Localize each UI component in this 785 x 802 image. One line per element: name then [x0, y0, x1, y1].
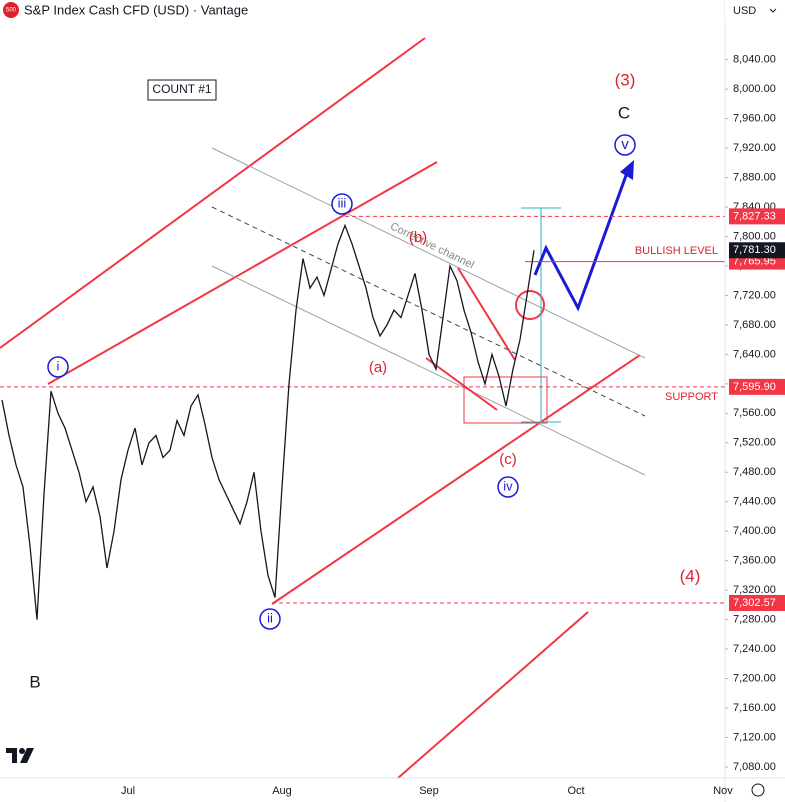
y-tick-label: 7,960.00 — [733, 113, 776, 125]
level-price-label: 7,595.90 — [733, 381, 776, 393]
y-tick-label: 7,520.00 — [733, 437, 776, 449]
currency-box — [725, 0, 785, 22]
plot — [1, 223, 535, 620]
wave-label: ii — [267, 610, 273, 625]
y-tick-label: 7,800.00 — [733, 230, 776, 242]
last-price-label: 7,781.30 — [733, 244, 776, 256]
dropdown-icon[interactable] — [769, 8, 777, 13]
y-tick-label: 7,280.00 — [733, 614, 776, 626]
projection-arrow — [533, 169, 630, 312]
wave-label: iv — [503, 478, 513, 493]
x-tick-label: Sep — [419, 785, 439, 797]
wave-circle — [47, 356, 69, 378]
y-tick-label: 7,480.00 — [733, 466, 776, 478]
arrow-head — [620, 160, 634, 180]
annotation: Corrective channel — [388, 220, 476, 271]
label-box — [147, 79, 217, 101]
wave-circle — [614, 134, 636, 156]
y-tick-label: 7,240.00 — [733, 643, 776, 655]
circle-marker — [515, 290, 545, 320]
levels — [0, 215, 725, 604]
y-tick-label: 7,320.00 — [733, 584, 776, 596]
x-tick-label: Nov — [713, 785, 733, 797]
level-price-box — [729, 594, 785, 611]
tv-logo — [6, 748, 34, 763]
wave-label: (4) — [680, 566, 701, 585]
y-tick-label: 7,680.00 — [733, 319, 776, 331]
x-tick-label: Aug — [272, 785, 292, 797]
level-text: SUPPORT — [665, 391, 718, 403]
last-price-box — [729, 242, 785, 259]
trend-line — [397, 611, 589, 779]
level-price-box — [729, 378, 785, 395]
level-price-label: 7,302.57 — [733, 597, 776, 609]
channel-mid-line — [211, 206, 646, 417]
wave-label: v — [621, 136, 629, 153]
drawings — [0, 37, 646, 779]
wave-label: (3) — [615, 70, 636, 89]
y-tick-label: 7,640.00 — [733, 348, 776, 360]
zone-box — [463, 376, 548, 424]
y-tick-label: 7,160.00 — [733, 702, 776, 714]
y-tick-label: 7,200.00 — [733, 672, 776, 684]
wave-label: C — [618, 103, 630, 122]
level-price-box — [729, 208, 785, 225]
trend-line — [47, 161, 438, 385]
settings-icon[interactable] — [751, 783, 765, 797]
y-tick-label: 7,120.00 — [733, 731, 776, 743]
y-tick-label: 7,560.00 — [733, 407, 776, 419]
y-tick-label: 8,040.00 — [733, 54, 776, 66]
symbol-badge — [3, 2, 19, 18]
y-tick-label: 7,080.00 — [733, 761, 776, 773]
measure-tool — [521, 207, 561, 423]
trend-line — [0, 37, 426, 349]
wave-circle — [331, 193, 353, 215]
level-price-label: 7,765.95 — [733, 255, 776, 267]
wave-circle — [497, 476, 519, 498]
level-price-label: 7,827.33 — [733, 210, 776, 222]
wave-label: iii — [338, 195, 347, 210]
y-tick-label: 7,920.00 — [733, 142, 776, 154]
wave-label: i — [57, 358, 60, 373]
channel-line — [211, 147, 646, 359]
y-tick-label: 7,720.00 — [733, 289, 776, 301]
x-tick-label: Jul — [121, 785, 135, 797]
channel-line — [211, 265, 646, 476]
wave-label: B — [29, 672, 40, 691]
wave-label: (c) — [499, 451, 517, 468]
price-line — [1, 223, 535, 620]
y-tick-label: 8,000.00 — [733, 83, 776, 95]
y-tick-label: 7,440.00 — [733, 496, 776, 508]
y-tick-label: 7,400.00 — [733, 525, 776, 537]
currency[interactable]: USD — [733, 5, 756, 17]
y-tick-label: 7,880.00 — [733, 171, 776, 183]
trend-line — [271, 354, 641, 605]
wave-label: (a) — [369, 359, 387, 376]
wedge-line — [425, 357, 498, 411]
legend-bg — [0, 0, 240, 22]
symbol-badge-text: 500 — [6, 8, 17, 14]
y-tick-label: 7,360.00 — [733, 555, 776, 567]
level-text: BULLISH LEVEL — [635, 245, 718, 257]
symbol-title: S&P Index Cash CFD (USD) · Vantage — [24, 2, 248, 17]
wave-circle — [259, 608, 281, 630]
annotation: COUNT #1 — [152, 82, 211, 96]
wedge-line — [457, 267, 516, 361]
x-tick-label: Oct — [567, 785, 584, 797]
wave-label: (b) — [409, 229, 427, 246]
